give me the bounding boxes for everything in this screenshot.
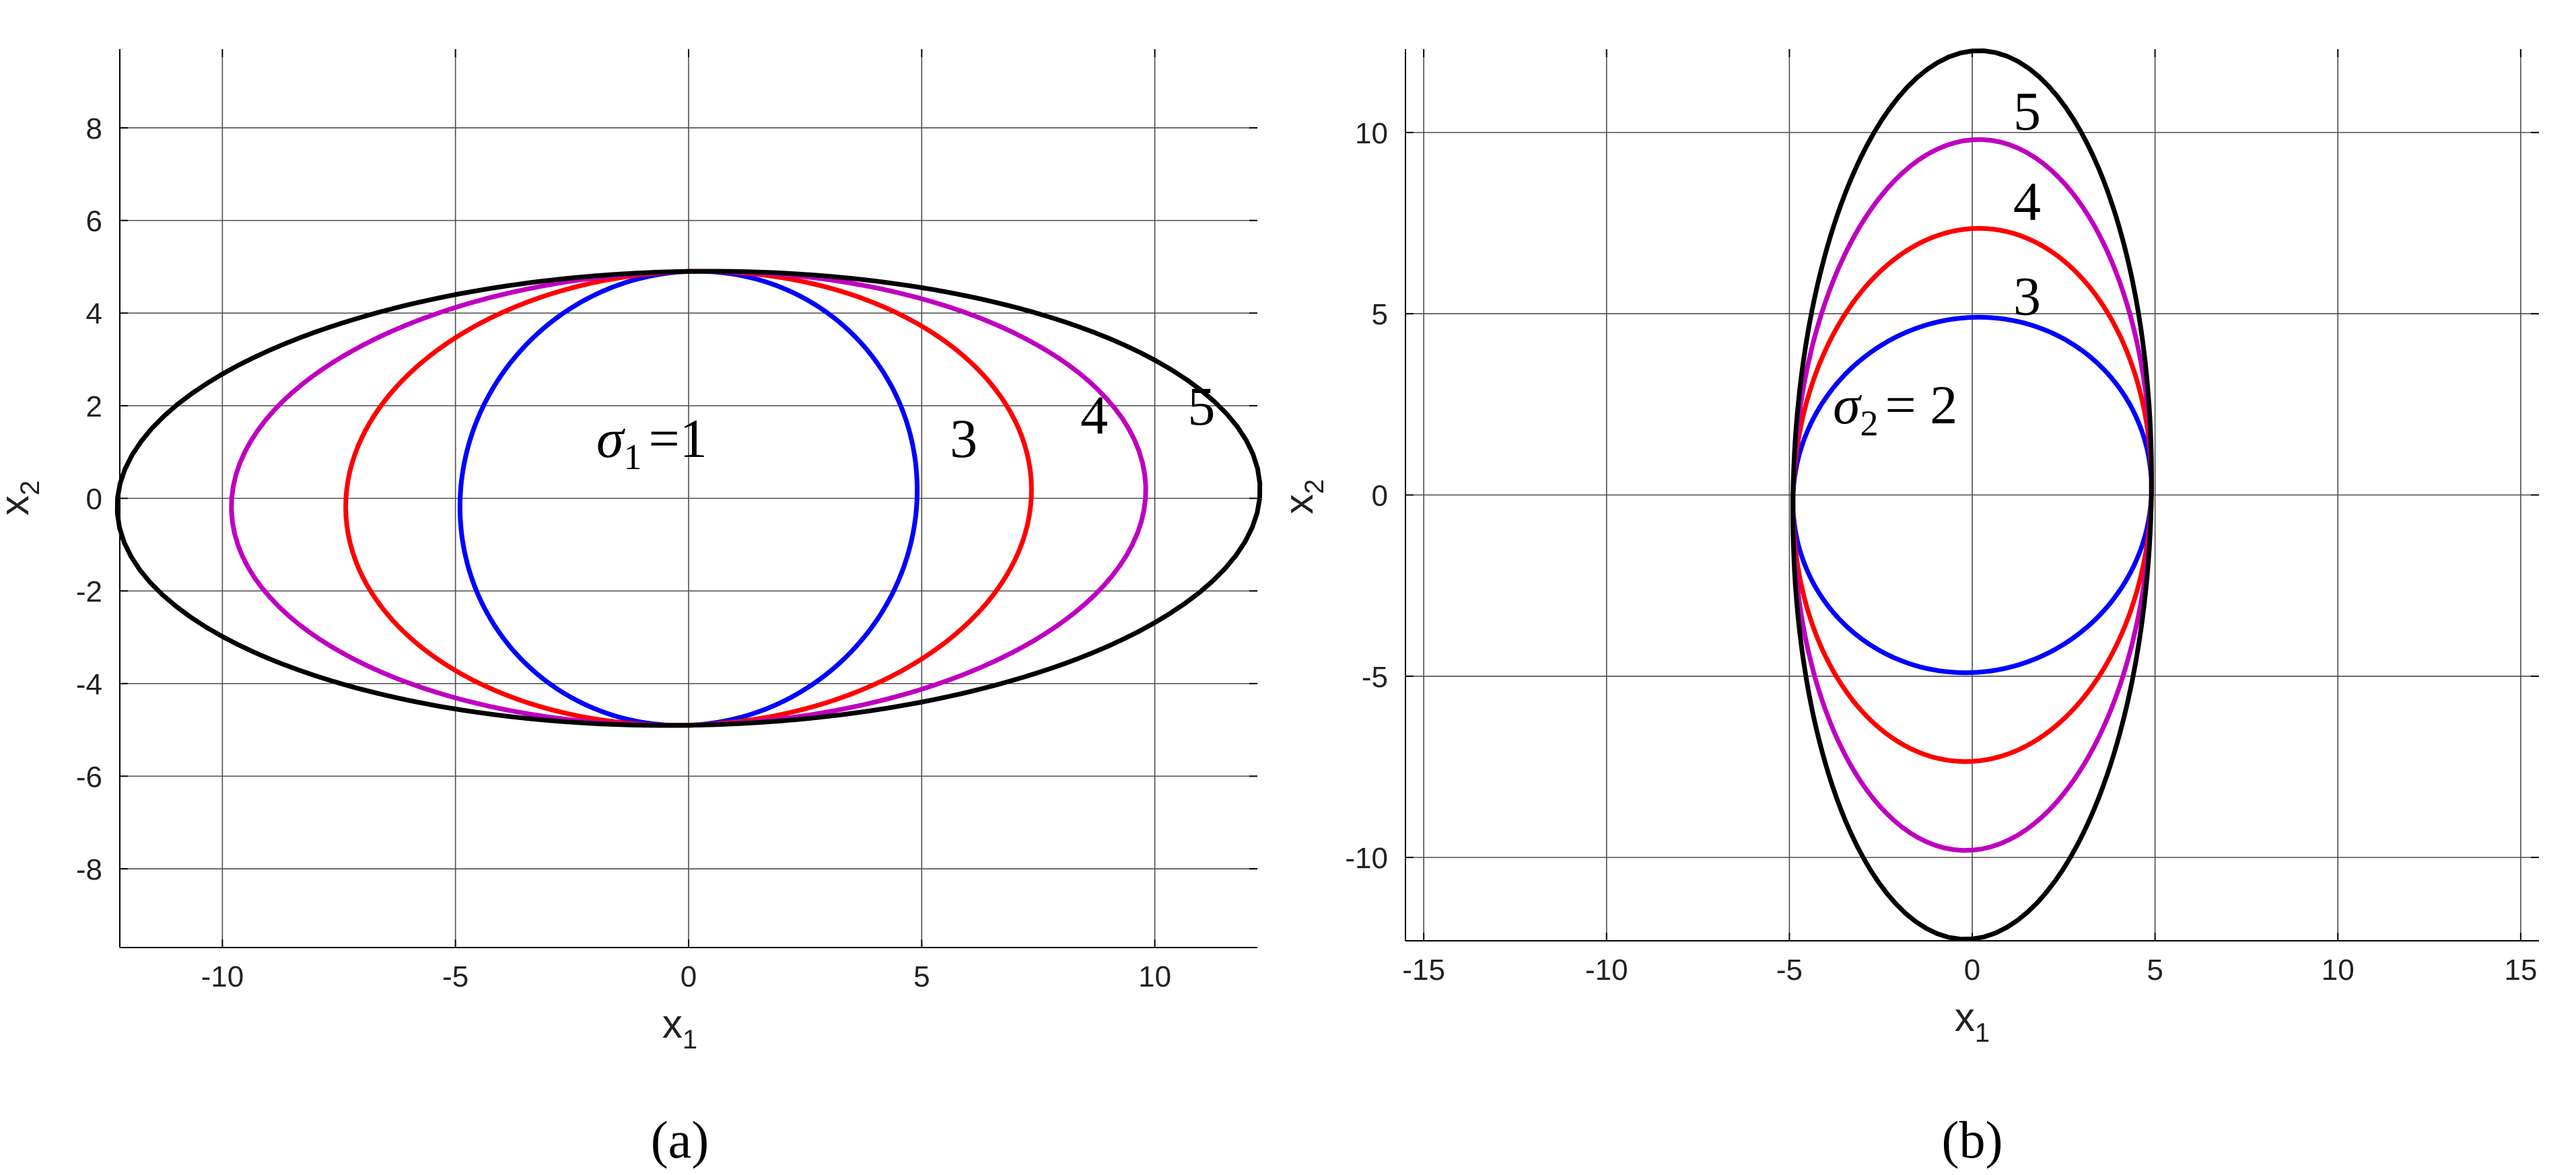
x-axis-label: x1 [662, 1001, 697, 1055]
curve-annotation: 4 [1080, 385, 1108, 446]
y-tick-label: 2 [86, 390, 102, 423]
x-tick-label: 0 [1964, 954, 1980, 987]
x-axis-label: x1 [1955, 995, 1990, 1048]
x-tick-label: -5 [1776, 954, 1803, 987]
x-tick-label: 5 [2147, 954, 2163, 987]
x-tick-label: 10 [1138, 960, 1171, 993]
series-curve-4 [229, 269, 1148, 728]
y-tick-label: 0 [1372, 480, 1388, 513]
annotation-value: = 2 [1885, 374, 1958, 435]
curve-annotation: 3 [2013, 265, 2041, 326]
y-tick-label: -4 [76, 668, 102, 701]
y-axis-label-sub: 2 [1300, 479, 1329, 494]
y-tick-label: 4 [86, 297, 102, 330]
sigma-symbol: σ [1833, 374, 1863, 435]
x-tick-label: -10 [201, 960, 244, 993]
series-curve-3 [343, 269, 1034, 728]
series-curve-5 [114, 269, 1263, 728]
sigma-symbol: σ [596, 408, 626, 469]
y-axis-label-main: x [1276, 494, 1321, 514]
y-tick-label: 0 [86, 483, 102, 516]
series-curve-5 [1790, 48, 2154, 941]
curve-annotation: 3 [950, 408, 977, 469]
sigma-subscript: 1 [623, 437, 641, 477]
panel-label: (b) [1942, 1110, 2003, 1169]
x-axis-label-sub: 1 [683, 1025, 697, 1055]
y-tick-label: -10 [1345, 842, 1388, 875]
curve-annotation: 5 [1187, 376, 1215, 437]
y-tick-label: 8 [86, 112, 102, 145]
x-tick-label: -15 [1402, 954, 1445, 987]
x-tick-label: 5 [913, 960, 930, 993]
curve-annotation: σ2 = 2 [1833, 374, 1957, 443]
sigma-subscript: 2 [1860, 403, 1879, 443]
x-axis-label-sub: 1 [1975, 1018, 1990, 1048]
y-tick-label: 10 [1355, 117, 1388, 150]
x-axis-label-main: x [662, 1001, 683, 1046]
curve-annotation: σ1 =1 [596, 408, 707, 477]
y-axis-label-sub: 2 [15, 480, 45, 495]
curve-annotation: 4 [2013, 171, 2041, 232]
y-tick-label: -8 [76, 853, 102, 886]
y-tick-label: -5 [1362, 661, 1388, 694]
y-tick-label: 6 [86, 205, 102, 238]
x-tick-label: -5 [442, 960, 468, 993]
y-axis-label: x2 [0, 480, 45, 515]
x-tick-label: 0 [681, 960, 697, 993]
y-axis-label-main: x [0, 495, 37, 515]
y-axis-label: x2 [1276, 479, 1329, 514]
y-tick-label: -6 [76, 760, 102, 793]
annotation-value: =1 [648, 408, 707, 469]
x-axis-label-main: x [1955, 995, 1975, 1040]
x-tick-label: 15 [2504, 954, 2537, 987]
x-tick-label: 10 [2322, 954, 2355, 987]
panel-label: (a) [651, 1110, 709, 1169]
y-tick-label: 5 [1372, 298, 1388, 331]
x-tick-label: -10 [1585, 954, 1628, 987]
curve-annotation: 5 [2013, 81, 2041, 142]
y-tick-label: -2 [76, 575, 102, 608]
series-curve-1 [457, 269, 920, 728]
